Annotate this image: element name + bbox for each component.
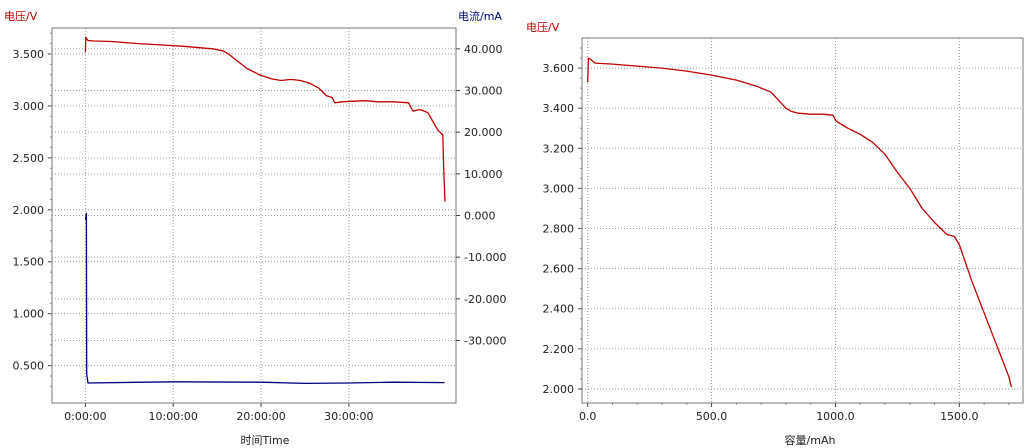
chart2-y-tick-label: 2.600 <box>543 263 575 276</box>
chart1-right-axis-label: 电流/mA <box>458 9 502 23</box>
chart2-y-tick-label: 3.600 <box>543 62 575 75</box>
chart1-left-tick-label: 2.000 <box>13 204 45 217</box>
chart1-current-line <box>84 212 445 385</box>
chart1-left-tick-label: 1.000 <box>13 308 45 321</box>
chart1-x-tick-label: 10:00:00 <box>148 410 197 423</box>
chart2-y-axis-label: 电压/V <box>526 21 560 34</box>
chart1-right-tick-label: -20.000 <box>464 293 506 306</box>
chart2-y-tick-label: 2.400 <box>543 303 575 316</box>
chart2-y-tick-label: 2.800 <box>543 223 575 236</box>
chart1-right-tick-label: 0.000 <box>464 210 496 223</box>
chart2-y-tick-label: 3.400 <box>543 102 575 115</box>
chart2-x-tick-label: 1000.0 <box>816 410 855 423</box>
chart1-x-axis-label: 时间Time <box>241 434 290 447</box>
chart1-right-tick-label: 40.000 <box>464 43 503 56</box>
chart1-left-tick-label: 3.500 <box>13 48 45 61</box>
chart2-y-tick-label: 2.000 <box>543 383 575 396</box>
chart1-voltage-line <box>84 36 446 202</box>
chart2-x-tick-label: 1500.0 <box>940 410 979 423</box>
chart1-right-tick-label: -30.000 <box>464 335 506 348</box>
chart2-x-axis-label: 容量/mAh <box>785 433 836 447</box>
chart1-left-tick-label: 2.500 <box>13 152 45 165</box>
chart1-right-tick-label: -10.000 <box>464 251 506 264</box>
chart2-voltage-line <box>587 57 1013 388</box>
chart2-y-tick-label: 3.200 <box>543 142 575 155</box>
chart1-left-tick-label: 1.500 <box>13 256 45 269</box>
chart2-x-tick-label: 500.0 <box>696 410 728 423</box>
chart1-left-tick-label: 3.000 <box>13 100 45 113</box>
chart1-left-tick-label: 0.500 <box>13 360 45 373</box>
chart2-plot-frame <box>581 37 1024 404</box>
chart1-x-tick-label: 20:00:00 <box>236 410 285 423</box>
chart1-right-tick-label: 20.000 <box>464 126 503 139</box>
chart1-left-axis-label: 电压/V <box>4 10 38 23</box>
chart1-right-tick-label: 10.000 <box>464 168 503 181</box>
chart2-y-tick-label: 2.200 <box>543 343 575 356</box>
chart1-x-tick-label: 0:00:00 <box>64 410 106 423</box>
chart2-x-tick-label: 0.0 <box>579 410 597 423</box>
chart1-right-tick-label: 30.000 <box>464 85 503 98</box>
chart2-y-tick-label: 3.000 <box>543 182 575 195</box>
chart1-x-tick-label: 30:00:00 <box>324 410 373 423</box>
